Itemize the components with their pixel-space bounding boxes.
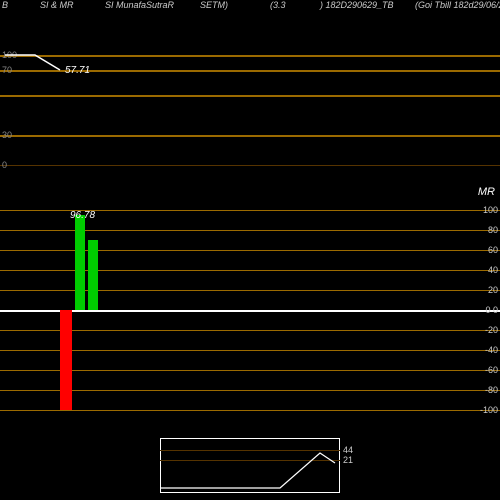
panel-title: MR	[478, 186, 495, 198]
axis-label: 0 0	[485, 305, 498, 315]
grid-line	[0, 310, 500, 312]
indicator-bar	[88, 240, 98, 310]
axis-label: 40	[488, 265, 498, 275]
grid-line	[0, 410, 500, 411]
header-label: (3.3	[270, 0, 286, 10]
header-label: (Goi Tbill 182d29/06/23)	[415, 0, 500, 10]
chart-header: B SI & MR SI MunafaSutraR SETM) (3.3 ) 182D29…	[0, 0, 500, 14]
header-label: B	[2, 0, 8, 10]
mr-indicator-panel: MR100806040200 0-20-40-60-80-10096.78	[0, 200, 500, 425]
indicator-bar	[75, 215, 85, 310]
grid-line	[0, 330, 500, 331]
axis-label: -20	[485, 325, 498, 335]
axis-label: -60	[485, 365, 498, 375]
grid-line	[0, 390, 500, 391]
axis-label: 20	[488, 285, 498, 295]
axis-label: -80	[485, 385, 498, 395]
header-label: ) 182D290629_TB	[320, 0, 394, 10]
value-annotation: 96.78	[70, 210, 95, 221]
header-label: SI & MR	[40, 0, 74, 10]
axis-label: -100	[480, 405, 498, 415]
axis-label: 100	[483, 205, 498, 215]
indicator-bar	[60, 310, 72, 410]
axis-label: 80	[488, 225, 498, 235]
axis-label: 60	[488, 245, 498, 255]
header-label: SI MunafaSutraR	[105, 0, 174, 10]
axis-label: -40	[485, 345, 498, 355]
grid-line	[0, 370, 500, 371]
value-annotation: 57.71	[65, 65, 90, 76]
sub-panel: 4421	[0, 438, 500, 498]
header-label: SETM)	[200, 0, 228, 10]
grid-line	[0, 350, 500, 351]
price-panel: 1007030057.71	[0, 15, 500, 170]
